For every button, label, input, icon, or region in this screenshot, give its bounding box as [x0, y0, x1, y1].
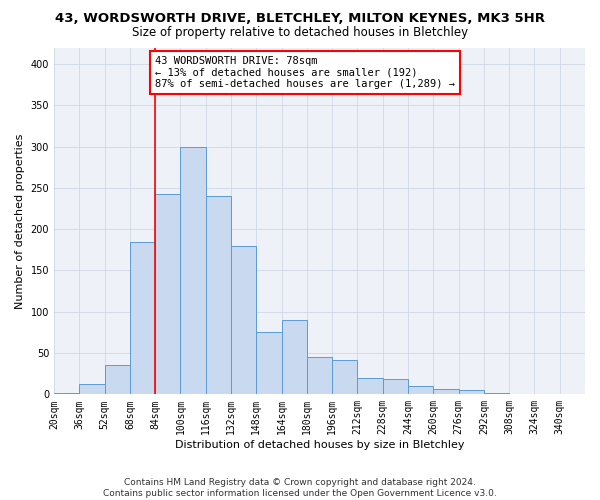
Bar	[256, 332, 281, 394]
Text: 43, WORDSWORTH DRIVE, BLETCHLEY, MILTON KEYNES, MK3 5HR: 43, WORDSWORTH DRIVE, BLETCHLEY, MILTON …	[55, 12, 545, 26]
Bar	[54, 392, 79, 394]
Bar	[231, 246, 256, 394]
Bar	[104, 366, 130, 394]
Text: Contains HM Land Registry data © Crown copyright and database right 2024.
Contai: Contains HM Land Registry data © Crown c…	[103, 478, 497, 498]
Bar	[332, 360, 358, 394]
Bar	[458, 390, 484, 394]
Text: Size of property relative to detached houses in Bletchley: Size of property relative to detached ho…	[132, 26, 468, 39]
Bar	[307, 357, 332, 395]
X-axis label: Distribution of detached houses by size in Bletchley: Distribution of detached houses by size …	[175, 440, 464, 450]
Bar	[206, 196, 231, 394]
Bar	[181, 146, 206, 394]
Bar	[155, 194, 181, 394]
Bar	[79, 384, 104, 394]
Bar	[484, 392, 509, 394]
Bar	[383, 380, 408, 394]
Bar	[433, 390, 458, 394]
Bar	[130, 242, 155, 394]
Bar	[281, 320, 307, 394]
Bar	[358, 378, 383, 394]
Bar	[408, 386, 433, 394]
Y-axis label: Number of detached properties: Number of detached properties	[15, 133, 25, 308]
Text: 43 WORDSWORTH DRIVE: 78sqm
← 13% of detached houses are smaller (192)
87% of sem: 43 WORDSWORTH DRIVE: 78sqm ← 13% of deta…	[155, 56, 455, 89]
